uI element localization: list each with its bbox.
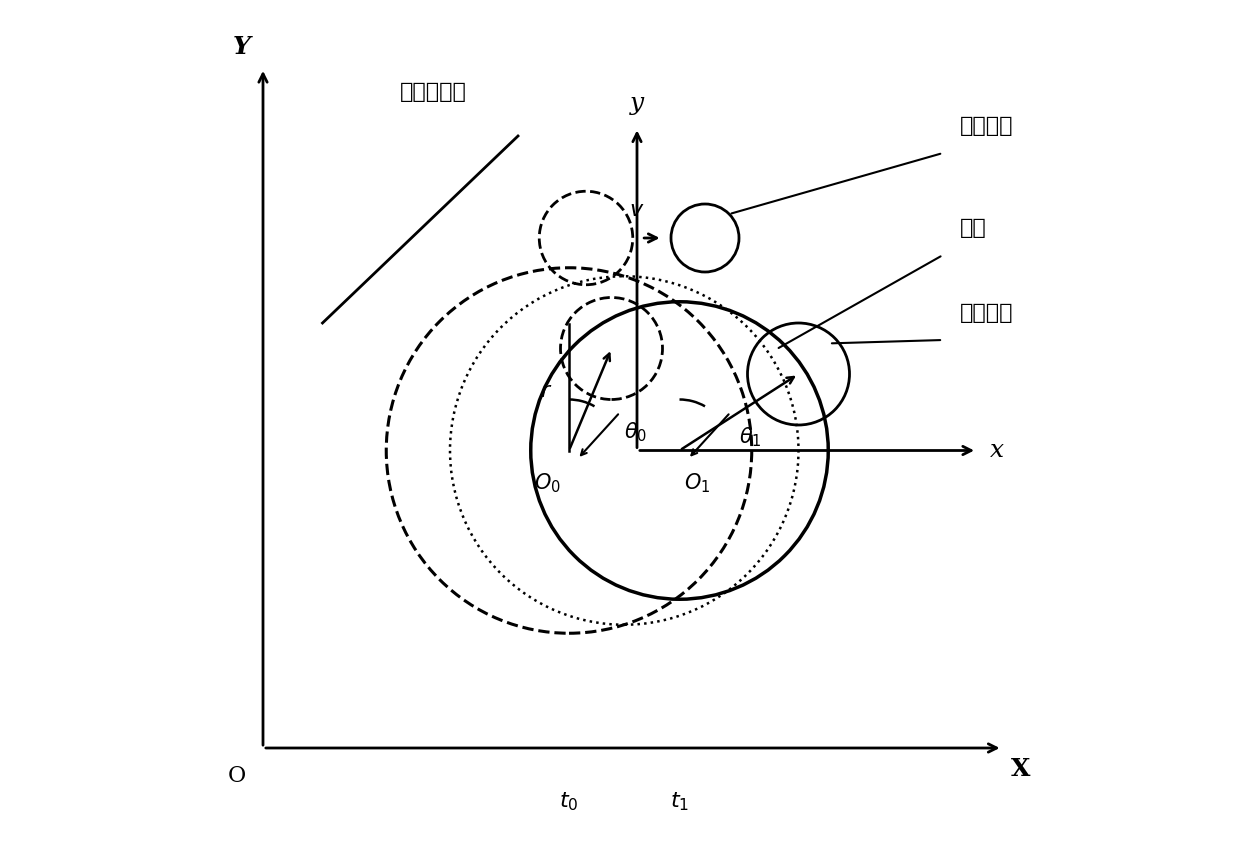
Text: O: O — [228, 765, 246, 787]
Text: Y: Y — [232, 36, 250, 60]
Text: 车轮贴标: 车轮贴标 — [960, 303, 1013, 323]
Text: $t_1$: $t_1$ — [670, 790, 689, 813]
Text: 车身贴标: 车身贴标 — [960, 116, 1013, 136]
Text: $\theta_1$: $\theta_1$ — [739, 425, 761, 449]
Text: y: y — [630, 92, 644, 115]
Text: $O_0$: $O_0$ — [533, 472, 560, 496]
Text: 车轮: 车轮 — [960, 218, 987, 238]
Text: $v$: $v$ — [629, 199, 645, 221]
Text: $r$: $r$ — [539, 380, 552, 402]
Text: 世界坐标系: 世界坐标系 — [399, 82, 466, 102]
Text: x: x — [990, 439, 1004, 462]
Text: $\theta_0$: $\theta_0$ — [624, 421, 647, 445]
Text: X: X — [1011, 756, 1030, 780]
Text: $O_1$: $O_1$ — [683, 472, 711, 496]
Text: $t_0$: $t_0$ — [559, 790, 579, 813]
